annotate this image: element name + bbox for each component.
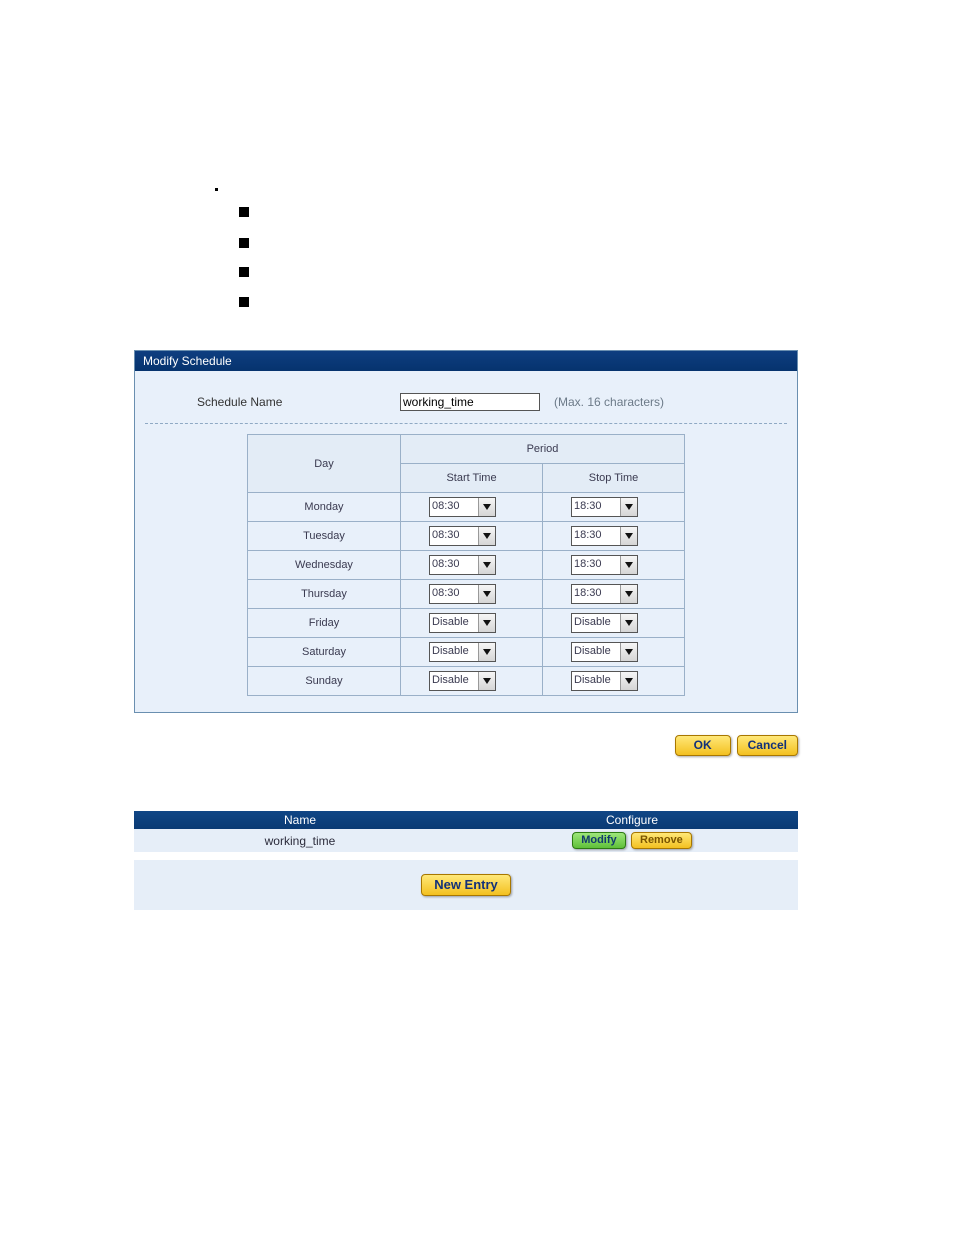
schedule-list-table: Name Configure working_time Modify Remov…: [134, 811, 798, 852]
ok-button[interactable]: OK: [675, 735, 731, 756]
start-time-select[interactable]: 08:30: [429, 555, 496, 575]
day-cell: Thursday: [248, 580, 401, 609]
col-stop: Stop Time: [543, 464, 685, 493]
start-time-select[interactable]: Disable: [429, 613, 496, 633]
schedule-row: Saturday Disable Disable: [248, 638, 685, 667]
chevron-down-icon: [478, 614, 495, 632]
chevron-down-icon: [620, 643, 637, 661]
stop-time-select[interactable]: 18:30: [571, 555, 638, 575]
schedule-name-hint: (Max. 16 characters): [554, 395, 664, 409]
chevron-down-icon: [478, 527, 495, 545]
col-day: Day: [248, 435, 401, 493]
chevron-down-icon: [478, 643, 495, 661]
day-cell: Wednesday: [248, 551, 401, 580]
day-cell: Friday: [248, 609, 401, 638]
chevron-down-icon: [620, 614, 637, 632]
chevron-down-icon: [620, 527, 637, 545]
stop-time-select[interactable]: Disable: [571, 671, 638, 691]
new-entry-row: New Entry: [134, 860, 798, 910]
schedule-name-label: Schedule Name: [145, 395, 400, 409]
col-start: Start Time: [401, 464, 543, 493]
schedule-row: Thursday 08:30 18:30: [248, 580, 685, 609]
chevron-down-icon: [478, 498, 495, 516]
schedule-row: Friday Disable Disable: [248, 609, 685, 638]
schedule-name-input[interactable]: [400, 393, 540, 411]
day-cell: Monday: [248, 493, 401, 522]
col-name: Name: [134, 811, 466, 829]
stop-time-select[interactable]: Disable: [571, 613, 638, 633]
chevron-down-icon: [620, 498, 637, 516]
panel-title: Modify Schedule: [135, 351, 797, 371]
schedule-row: Monday 08:30 18:30: [248, 493, 685, 522]
chevron-down-icon: [478, 585, 495, 603]
schedule-row: Sunday Disable Disable: [248, 667, 685, 696]
start-time-select[interactable]: 08:30: [429, 526, 496, 546]
stop-time-select[interactable]: 18:30: [571, 526, 638, 546]
day-cell: Sunday: [248, 667, 401, 696]
cancel-button[interactable]: Cancel: [737, 735, 798, 756]
divider: [145, 423, 787, 424]
stop-time-select[interactable]: Disable: [571, 642, 638, 662]
start-time-select[interactable]: Disable: [429, 671, 496, 691]
day-cell: Tuesday: [248, 522, 401, 551]
bullet-decorations: [0, 0, 954, 350]
remove-button[interactable]: Remove: [631, 832, 692, 849]
stop-time-select[interactable]: 18:30: [571, 497, 638, 517]
list-row: working_time Modify Remove: [134, 829, 798, 852]
stop-time-select[interactable]: 18:30: [571, 584, 638, 604]
chevron-down-icon: [478, 672, 495, 690]
chevron-down-icon: [620, 585, 637, 603]
schedule-table: Day Period Start Time Stop Time Monday 0…: [247, 434, 685, 696]
list-row-name: working_time: [134, 829, 466, 852]
chevron-down-icon: [620, 672, 637, 690]
new-entry-button[interactable]: New Entry: [421, 874, 511, 896]
schedule-row: Wednesday 08:30 18:30: [248, 551, 685, 580]
chevron-down-icon: [478, 556, 495, 574]
chevron-down-icon: [620, 556, 637, 574]
modify-schedule-panel: Modify Schedule Schedule Name (Max. 16 c…: [134, 350, 798, 713]
col-configure: Configure: [466, 811, 798, 829]
start-time-select[interactable]: 08:30: [429, 497, 496, 517]
col-period: Period: [401, 435, 685, 464]
modify-button[interactable]: Modify: [572, 832, 625, 849]
start-time-select[interactable]: Disable: [429, 642, 496, 662]
day-cell: Saturday: [248, 638, 401, 667]
schedule-row: Tuesday 08:30 18:30: [248, 522, 685, 551]
start-time-select[interactable]: 08:30: [429, 584, 496, 604]
